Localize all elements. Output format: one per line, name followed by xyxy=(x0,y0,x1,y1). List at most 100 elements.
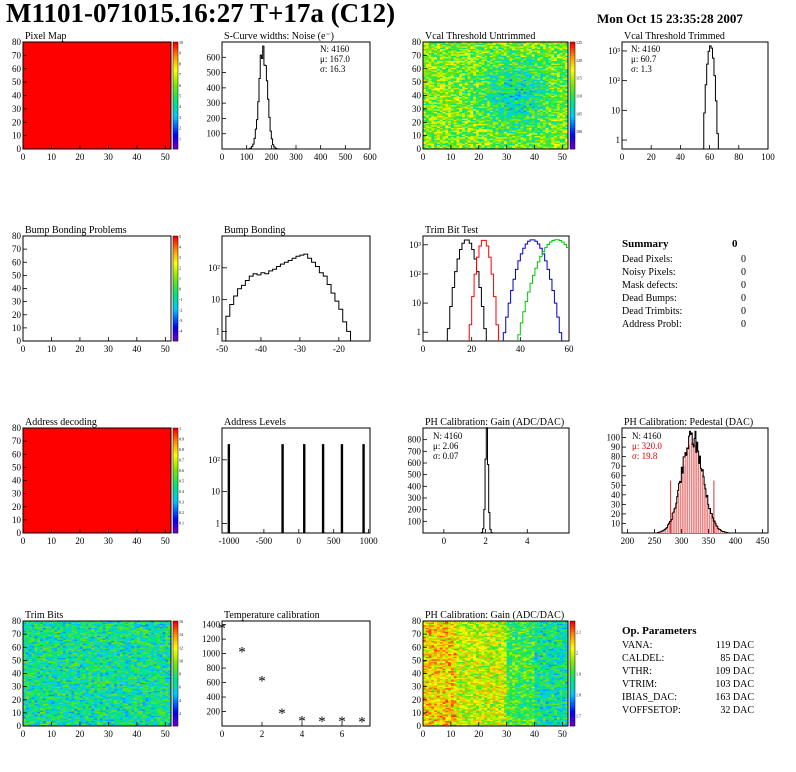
heatmap-cell xyxy=(425,79,429,82)
heatmap-cell xyxy=(556,128,560,131)
heatmap-cell xyxy=(445,67,449,70)
heatmap-cell xyxy=(453,98,457,100)
heatmap-cell xyxy=(509,64,513,67)
heatmap-cell xyxy=(537,114,541,116)
heatmap-cell xyxy=(450,76,454,79)
heatmap-cell xyxy=(498,71,502,74)
heatmap-cell xyxy=(436,76,441,79)
heatmap-cell xyxy=(503,78,507,80)
heatmap-cell xyxy=(25,714,29,716)
heatmap-cell xyxy=(515,98,519,100)
heatmap-cell xyxy=(487,107,491,110)
heatmap-cell xyxy=(439,71,443,74)
heatmap-cell xyxy=(136,718,140,720)
heatmap-cell xyxy=(512,91,516,94)
heatmap-cell xyxy=(492,43,496,45)
heatmap-cell xyxy=(537,59,541,62)
heatmap-cell xyxy=(464,147,468,150)
heatmap-cell xyxy=(478,98,482,100)
heatmap-cell xyxy=(537,44,541,47)
heatmap-cell xyxy=(489,44,494,47)
heatmap-cell xyxy=(531,72,535,75)
heatmap-cell xyxy=(503,102,507,104)
heatmap-cell xyxy=(556,72,560,75)
heatmap-cell xyxy=(448,142,452,144)
heatmap-cell xyxy=(545,131,549,134)
heatmap-cell xyxy=(442,143,446,146)
heatmap-cell xyxy=(554,134,558,136)
heatmap-cell xyxy=(431,138,435,140)
heatmap-cell xyxy=(556,94,560,96)
heatmap-cell xyxy=(99,720,103,723)
heatmap-cell xyxy=(540,51,544,53)
heatmap-cell xyxy=(439,78,443,80)
heatmap-cell xyxy=(492,46,496,48)
heatmap-cell xyxy=(439,54,443,56)
heatmap-cell xyxy=(487,108,491,111)
heatmap-cell xyxy=(554,46,558,48)
heatmap-cell xyxy=(478,111,482,114)
heatmap-cell xyxy=(503,62,507,64)
heatmap-cell xyxy=(82,722,86,724)
heatmap-cell xyxy=(512,68,516,71)
heatmap-cell xyxy=(526,142,530,144)
heatmap-cell xyxy=(442,118,446,120)
heatmap-cell xyxy=(498,126,502,128)
heatmap-cell xyxy=(534,80,538,83)
heatmap-cell xyxy=(517,104,521,107)
chart-title: Bump Bonding Problems xyxy=(25,225,127,236)
heatmap-cell xyxy=(153,720,158,723)
heatmap-cell xyxy=(554,122,558,124)
heatmap-cell xyxy=(456,70,460,72)
heatmap-cell xyxy=(551,75,555,78)
heatmap-cell xyxy=(436,114,441,116)
heatmap-cell xyxy=(503,87,507,90)
heatmap-cell xyxy=(526,103,530,106)
heatmap-cell xyxy=(453,51,457,53)
heatmap-cell xyxy=(445,131,449,134)
heatmap-cell xyxy=(484,54,488,56)
heatmap-cell xyxy=(540,103,544,106)
heatmap-cell xyxy=(450,146,454,148)
heatmap-cell xyxy=(501,119,505,122)
heatmap-cell xyxy=(526,112,530,115)
color-bar-segment xyxy=(173,509,178,513)
heatmap-cell xyxy=(431,58,435,60)
heatmap-cell xyxy=(462,54,466,56)
heatmap-cell xyxy=(503,60,507,63)
heatmap-cell xyxy=(565,147,569,150)
heatmap-cell xyxy=(423,126,427,128)
x-tick-label: 10 xyxy=(47,152,57,162)
heatmap-cell xyxy=(448,78,452,80)
heatmap-cell xyxy=(537,124,541,127)
heatmap-cell xyxy=(448,136,452,139)
heatmap-cell xyxy=(428,147,432,150)
heatmap-cell xyxy=(556,78,560,80)
heatmap-cell xyxy=(523,138,527,140)
heatmap-cell xyxy=(503,79,507,82)
heatmap-cell xyxy=(556,118,560,120)
heatmap-cell xyxy=(105,712,109,715)
heatmap-cell xyxy=(531,52,535,55)
heatmap-cell xyxy=(453,75,457,78)
color-bar-segment xyxy=(173,477,178,481)
heatmap-cell xyxy=(456,87,460,90)
heatmap-cell xyxy=(445,108,449,111)
heatmap-cell xyxy=(464,95,468,98)
heatmap-cell xyxy=(425,43,429,45)
heatmap-cell xyxy=(545,135,549,138)
heatmap-cell xyxy=(436,58,441,60)
heatmap-cell xyxy=(448,88,452,91)
heatmap-cell xyxy=(462,90,466,92)
heatmap-cell xyxy=(445,80,449,83)
heatmap-cell xyxy=(489,116,494,119)
heatmap-cell xyxy=(512,122,516,124)
heatmap-cell xyxy=(545,55,549,58)
heatmap-cell xyxy=(470,147,474,150)
heatmap-cell xyxy=(503,84,507,87)
heatmap-cell xyxy=(509,80,513,83)
heatmap-cell xyxy=(487,144,491,147)
heatmap-cell xyxy=(442,146,446,148)
heatmap-cell xyxy=(459,75,463,78)
heatmap-cell xyxy=(464,88,468,91)
